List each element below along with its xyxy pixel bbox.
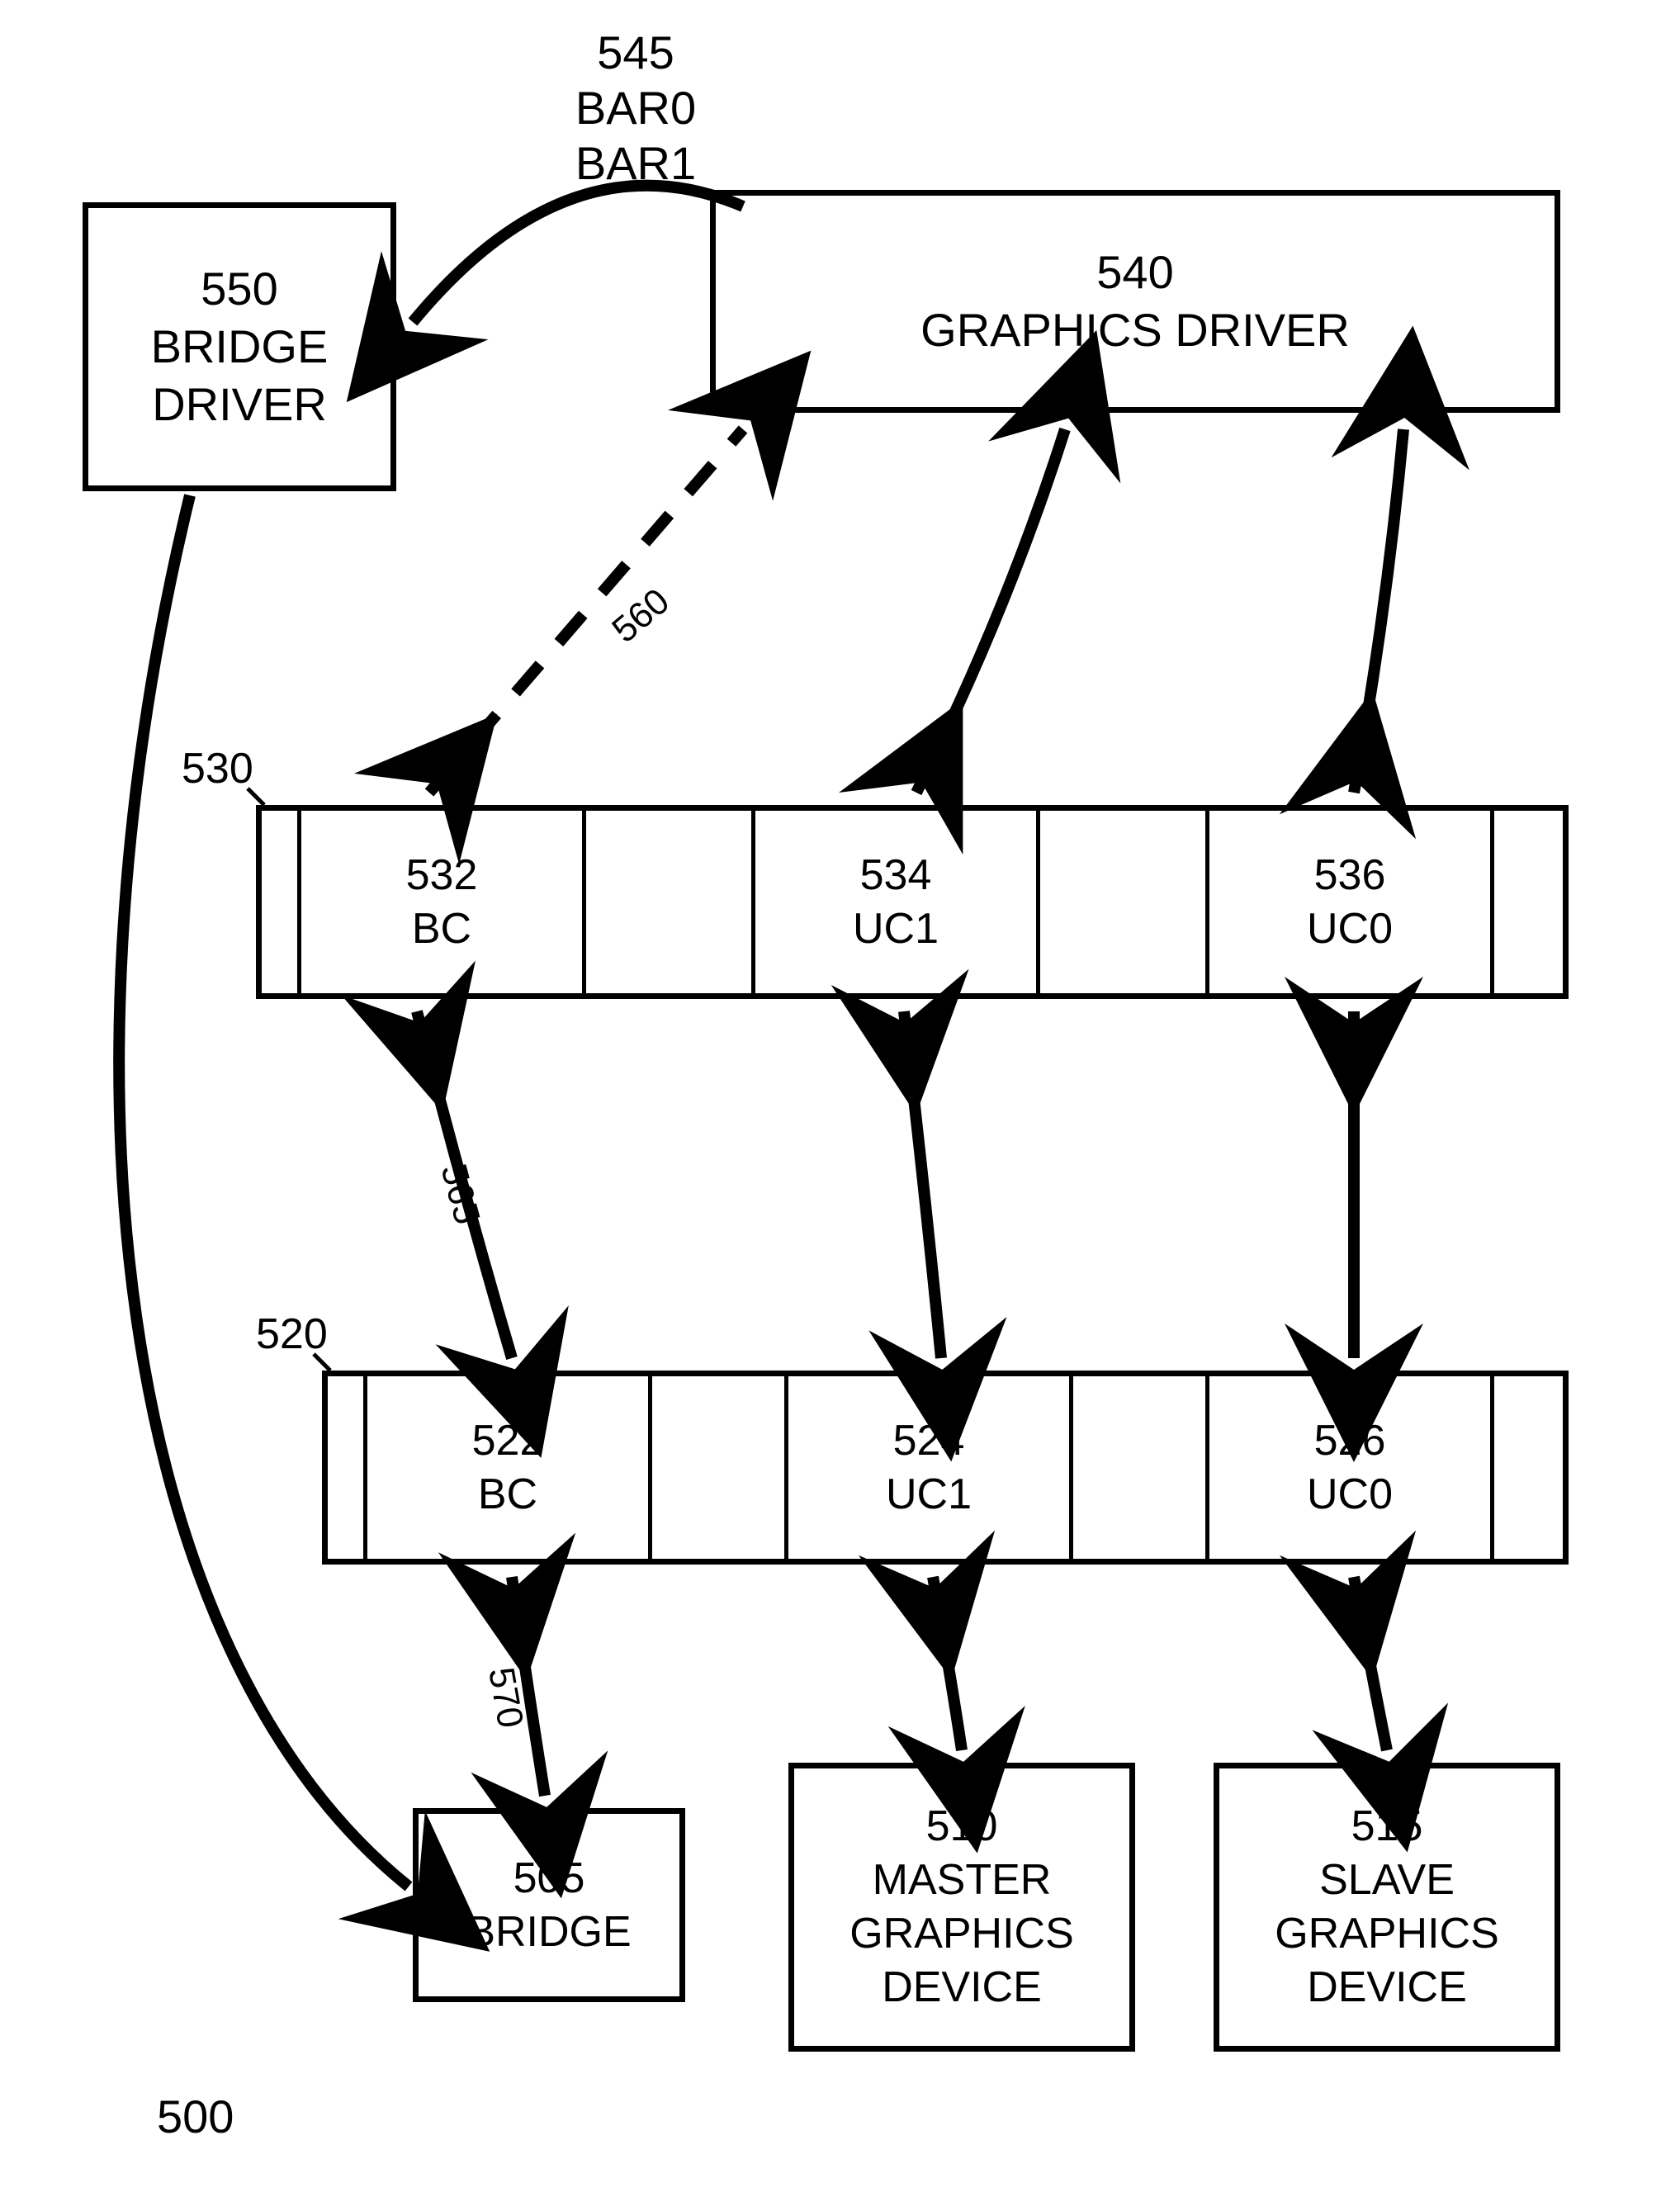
master-num: 510 xyxy=(926,1800,998,1854)
bar-530-uc0-num: 536 xyxy=(1314,849,1386,902)
figure-number: 500 xyxy=(157,2089,234,2144)
arc-545-num: 545 xyxy=(528,25,743,80)
graphics-driver-num: 540 xyxy=(1096,244,1173,301)
master-box: 510 MASTER GRAPHICS DEVICE xyxy=(788,1763,1135,2052)
bar-520-bc-line2: BC xyxy=(478,1468,537,1522)
bar-530-tag-text: 530 xyxy=(182,745,253,793)
bar-520-bc-num: 522 xyxy=(472,1414,544,1468)
figure-number-text: 500 xyxy=(157,2090,234,2142)
bar-530-tag: 530 xyxy=(182,743,253,794)
edge-565-text: 565 xyxy=(433,1159,487,1229)
bar-520-bc: 522 BC xyxy=(363,1371,652,1565)
bar-530-uc0-line2: UC0 xyxy=(1307,902,1393,956)
bar-530-uc1-num: 534 xyxy=(860,849,932,902)
master-line4: DEVICE xyxy=(882,1961,1042,2015)
bridge-num: 505 xyxy=(513,1852,585,1906)
bar-520-tag: 520 xyxy=(256,1309,328,1360)
edge-570-text: 570 xyxy=(480,1664,531,1731)
arc-545-bar0: BAR0 xyxy=(528,80,743,135)
bar-520-uc0-line2: UC0 xyxy=(1307,1468,1393,1522)
bar-520-uc1-line2: UC1 xyxy=(886,1468,972,1522)
arc-545-labels: 545 BAR0 BAR1 xyxy=(528,25,743,192)
bar-520-uc1-num: 524 xyxy=(893,1414,965,1468)
graphics-driver-line2: GRAPHICS DRIVER xyxy=(920,301,1350,359)
bar-530-bc: 532 BC xyxy=(297,805,586,999)
bridge-driver-line3: DRIVER xyxy=(152,376,327,433)
bar-530-uc1-line2: UC1 xyxy=(853,902,939,956)
slave-line4: DEVICE xyxy=(1307,1961,1467,2015)
bar-520-uc0-num: 526 xyxy=(1314,1414,1386,1468)
slave-line3: GRAPHICS xyxy=(1275,1907,1499,1961)
slave-num: 515 xyxy=(1351,1800,1423,1854)
bar-520-tag-text: 520 xyxy=(256,1310,328,1358)
bar-520-uc0: 526 UC0 xyxy=(1205,1371,1494,1565)
edge-565-label: 565 xyxy=(431,1159,489,1229)
bridge-driver-box: 550 BRIDGE DRIVER xyxy=(83,202,396,491)
edge-570-label: 570 xyxy=(478,1664,532,1731)
bridge-box: 505 BRIDGE xyxy=(413,1808,685,2002)
bar-530-bc-line2: BC xyxy=(412,902,471,956)
bar-520-uc1: 524 UC1 xyxy=(784,1371,1073,1565)
slave-box: 515 SLAVE GRAPHICS DEVICE xyxy=(1214,1763,1560,2052)
arc-545-bar1: BAR1 xyxy=(528,135,743,191)
edge-560-label: 560 xyxy=(604,580,679,653)
bridge-line2: BRIDGE xyxy=(466,1906,631,1959)
master-line2: MASTER xyxy=(873,1854,1052,1907)
bar-530-bc-num: 532 xyxy=(406,849,478,902)
bridge-driver-line2: BRIDGE xyxy=(151,318,329,376)
bar-530-uc1: 534 UC1 xyxy=(751,805,1040,999)
master-line3: GRAPHICS xyxy=(849,1907,1074,1961)
bar-530-uc0: 536 UC0 xyxy=(1205,805,1494,999)
graphics-driver-box: 540 GRAPHICS DRIVER xyxy=(710,190,1560,413)
slave-line2: SLAVE xyxy=(1319,1854,1455,1907)
edge-560-text: 560 xyxy=(604,580,677,651)
bridge-driver-num: 550 xyxy=(201,260,277,318)
